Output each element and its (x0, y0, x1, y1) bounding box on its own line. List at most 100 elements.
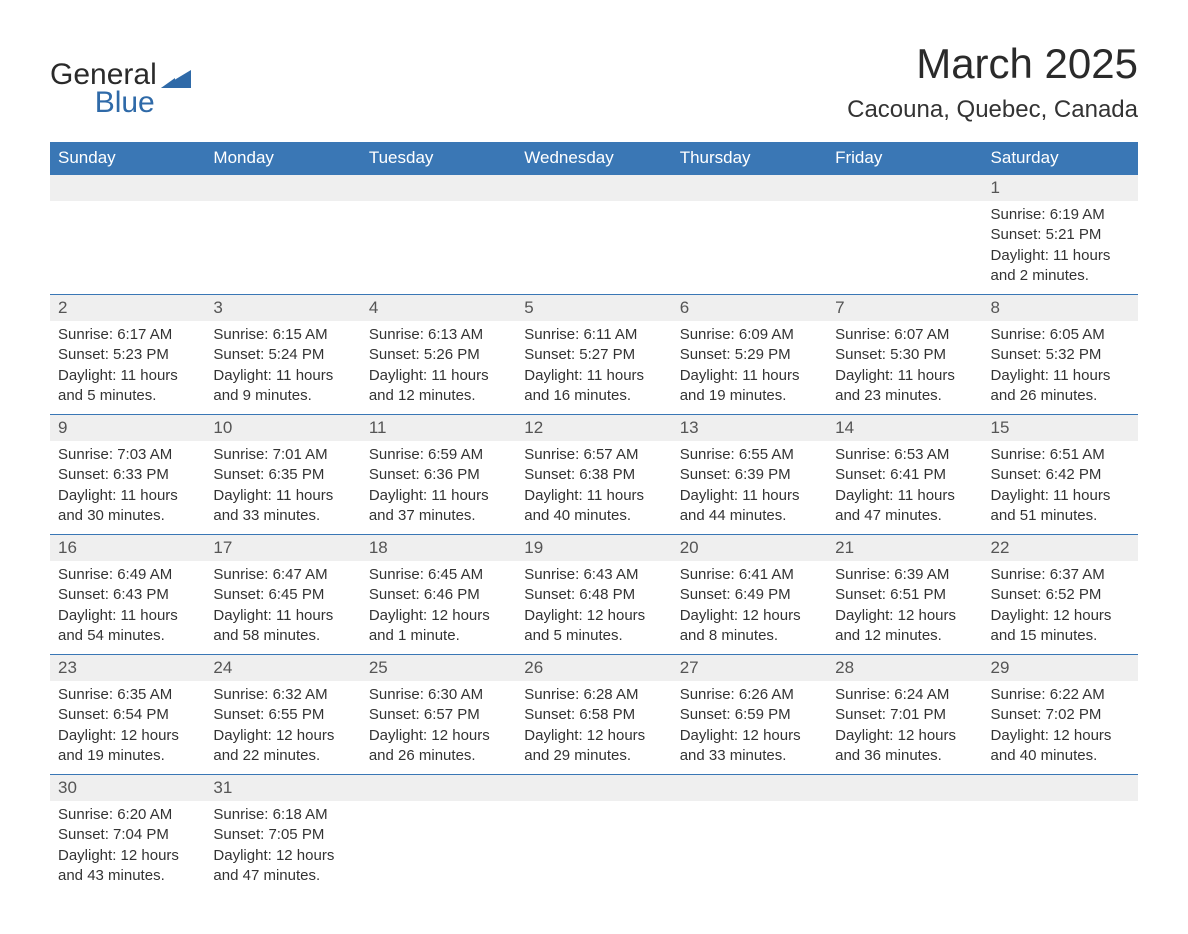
day-number-cell: 5 (516, 295, 671, 322)
day-data-row: Sunrise: 6:35 AMSunset: 6:54 PMDaylight:… (50, 681, 1138, 775)
sunset-text: Sunset: 6:52 PM (991, 585, 1130, 605)
daylight1-text: Daylight: 12 hours (58, 846, 197, 866)
day-number-cell: 23 (50, 655, 205, 682)
sunrise-text: Sunrise: 6:55 AM (680, 445, 819, 465)
daylight1-text: Daylight: 11 hours (991, 366, 1130, 386)
daylight2-text: and 58 minutes. (213, 626, 352, 646)
day-data-cell: Sunrise: 6:41 AMSunset: 6:49 PMDaylight:… (672, 561, 827, 655)
day-number-cell (361, 175, 516, 202)
sunset-text: Sunset: 6:46 PM (369, 585, 508, 605)
daylight1-text: Daylight: 11 hours (680, 486, 819, 506)
sunset-text: Sunset: 5:30 PM (835, 345, 974, 365)
daylight2-text: and 44 minutes. (680, 506, 819, 526)
day-data-row: Sunrise: 6:20 AMSunset: 7:04 PMDaylight:… (50, 801, 1138, 894)
day-data-cell: Sunrise: 6:28 AMSunset: 6:58 PMDaylight:… (516, 681, 671, 775)
daylight2-text: and 19 minutes. (58, 746, 197, 766)
daynum-row: 9101112131415 (50, 415, 1138, 442)
day-data-row: Sunrise: 6:49 AMSunset: 6:43 PMDaylight:… (50, 561, 1138, 655)
sunset-text: Sunset: 6:38 PM (524, 465, 663, 485)
day-data-cell: Sunrise: 6:45 AMSunset: 6:46 PMDaylight:… (361, 561, 516, 655)
daynum-row: 16171819202122 (50, 535, 1138, 562)
day-number-cell: 29 (983, 655, 1138, 682)
day-number-cell (672, 775, 827, 802)
daylight1-text: Daylight: 12 hours (524, 606, 663, 626)
daynum-row: 3031 (50, 775, 1138, 802)
daylight2-text: and 26 minutes. (991, 386, 1130, 406)
daylight1-text: Daylight: 11 hours (991, 246, 1130, 266)
day-number-cell (361, 775, 516, 802)
daylight2-text: and 36 minutes. (835, 746, 974, 766)
daylight1-text: Daylight: 12 hours (835, 726, 974, 746)
daylight1-text: Daylight: 11 hours (524, 366, 663, 386)
day-number-cell (827, 775, 982, 802)
daylight2-text: and 54 minutes. (58, 626, 197, 646)
sunrise-text: Sunrise: 6:07 AM (835, 325, 974, 345)
sunset-text: Sunset: 6:48 PM (524, 585, 663, 605)
day-data-cell (827, 201, 982, 295)
day-data-cell: Sunrise: 6:07 AMSunset: 5:30 PMDaylight:… (827, 321, 982, 415)
day-data-cell (672, 201, 827, 295)
day-number-cell (983, 775, 1138, 802)
daynum-row: 2345678 (50, 295, 1138, 322)
day-number-cell: 28 (827, 655, 982, 682)
daylight1-text: Daylight: 12 hours (835, 606, 974, 626)
day-data-cell: Sunrise: 6:05 AMSunset: 5:32 PMDaylight:… (983, 321, 1138, 415)
sunrise-text: Sunrise: 6:37 AM (991, 565, 1130, 585)
daylight2-text: and 23 minutes. (835, 386, 974, 406)
daylight1-text: Daylight: 12 hours (213, 726, 352, 746)
day-number-cell: 13 (672, 415, 827, 442)
daylight1-text: Daylight: 11 hours (58, 486, 197, 506)
weekday-header: Saturday (983, 142, 1138, 175)
day-number-cell: 6 (672, 295, 827, 322)
daylight2-text: and 37 minutes. (369, 506, 508, 526)
day-data-row: Sunrise: 6:17 AMSunset: 5:23 PMDaylight:… (50, 321, 1138, 415)
day-data-row: Sunrise: 6:19 AMSunset: 5:21 PMDaylight:… (50, 201, 1138, 295)
daynum-row: 1 (50, 175, 1138, 202)
sunset-text: Sunset: 5:32 PM (991, 345, 1130, 365)
daylight1-text: Daylight: 11 hours (213, 606, 352, 626)
day-data-cell: Sunrise: 6:15 AMSunset: 5:24 PMDaylight:… (205, 321, 360, 415)
sunrise-text: Sunrise: 6:30 AM (369, 685, 508, 705)
month-title: March 2025 (847, 40, 1138, 88)
brand-blue: Blue (50, 88, 157, 118)
day-number-cell: 30 (50, 775, 205, 802)
day-number-cell: 24 (205, 655, 360, 682)
sunset-text: Sunset: 6:41 PM (835, 465, 974, 485)
sunrise-text: Sunrise: 6:59 AM (369, 445, 508, 465)
daylight2-text: and 5 minutes. (58, 386, 197, 406)
title-block: March 2025 Cacouna, Quebec, Canada (847, 40, 1138, 124)
daylight2-text: and 12 minutes. (835, 626, 974, 646)
day-data-cell: Sunrise: 6:13 AMSunset: 5:26 PMDaylight:… (361, 321, 516, 415)
day-number-cell: 18 (361, 535, 516, 562)
daylight2-text: and 33 minutes. (213, 506, 352, 526)
day-data-cell (827, 801, 982, 894)
sunrise-text: Sunrise: 6:24 AM (835, 685, 974, 705)
day-number-cell: 15 (983, 415, 1138, 442)
sunset-text: Sunset: 6:36 PM (369, 465, 508, 485)
day-data-cell (361, 201, 516, 295)
sunrise-text: Sunrise: 6:17 AM (58, 325, 197, 345)
day-data-cell: Sunrise: 6:59 AMSunset: 6:36 PMDaylight:… (361, 441, 516, 535)
daylight1-text: Daylight: 11 hours (58, 366, 197, 386)
sunrise-text: Sunrise: 6:28 AM (524, 685, 663, 705)
sunset-text: Sunset: 7:01 PM (835, 705, 974, 725)
sunrise-text: Sunrise: 6:11 AM (524, 325, 663, 345)
day-data-cell (50, 201, 205, 295)
day-number-cell: 14 (827, 415, 982, 442)
day-number-cell: 12 (516, 415, 671, 442)
sunset-text: Sunset: 5:21 PM (991, 225, 1130, 245)
daylight1-text: Daylight: 12 hours (680, 606, 819, 626)
sunrise-text: Sunrise: 6:18 AM (213, 805, 352, 825)
sunset-text: Sunset: 6:51 PM (835, 585, 974, 605)
day-number-cell: 1 (983, 175, 1138, 202)
sunset-text: Sunset: 5:23 PM (58, 345, 197, 365)
daynum-row: 23242526272829 (50, 655, 1138, 682)
daylight1-text: Daylight: 12 hours (680, 726, 819, 746)
sunrise-text: Sunrise: 6:05 AM (991, 325, 1130, 345)
sunset-text: Sunset: 6:45 PM (213, 585, 352, 605)
sunrise-text: Sunrise: 6:53 AM (835, 445, 974, 465)
sunrise-text: Sunrise: 6:43 AM (524, 565, 663, 585)
sunset-text: Sunset: 5:24 PM (213, 345, 352, 365)
daylight1-text: Daylight: 12 hours (991, 606, 1130, 626)
day-number-cell: 25 (361, 655, 516, 682)
